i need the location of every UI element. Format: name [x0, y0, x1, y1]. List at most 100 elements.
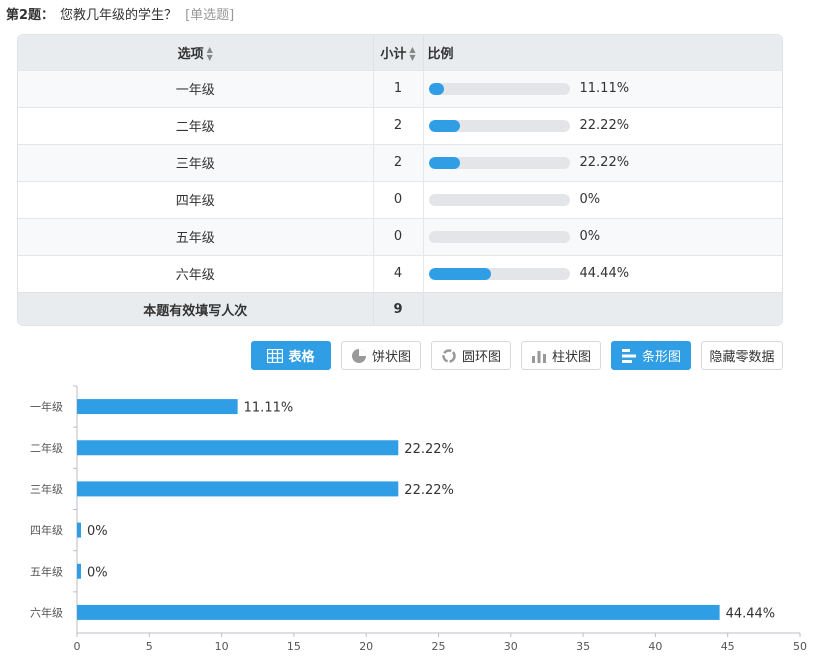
question-type: [单选题] — [185, 8, 235, 23]
x-tick-label: 35 — [576, 640, 590, 653]
hide-zero-label: 隐藏零数据 — [709, 350, 775, 365]
bar-data-label: 22.22% — [404, 442, 454, 457]
table-row: 二年级 2 22.22% — [18, 106, 782, 144]
total-empty — [423, 291, 782, 325]
option-count: 1 — [373, 69, 424, 107]
table-icon — [267, 348, 284, 363]
option-label: 六年级 — [18, 254, 374, 292]
option-label: 三年级 — [18, 143, 374, 181]
bar-chart-label: 条形图 — [641, 350, 681, 365]
ratio-percent: 22.22% — [579, 118, 630, 133]
x-tick-label: 50 — [793, 640, 807, 653]
x-tick-label: 25 — [432, 640, 446, 653]
ratio-cell: 0% — [423, 217, 782, 255]
bar-chart-icon — [621, 348, 636, 363]
table-row: 一年级 1 11.11% — [18, 69, 782, 107]
x-tick-label: 5 — [146, 640, 153, 653]
bar-data-label: 44.44% — [726, 606, 776, 621]
bar-chart: 0 5 10 15 20 25 30 35 40 45 50 一年级 11.11% 二年级 22.22% 三年… — [0, 378, 818, 661]
column-chart-icon — [531, 350, 546, 363]
option-count: 2 — [373, 106, 424, 144]
table-view-label: 表格 — [288, 350, 315, 365]
x-tick-label: 45 — [721, 640, 735, 653]
progress-bar-fill — [428, 119, 460, 132]
ring-chart-button[interactable]: 圆环图 — [431, 341, 511, 370]
ratio-cell: 11.11% — [423, 69, 782, 107]
option-label: 二年级 — [18, 106, 374, 144]
x-tick-label: 20 — [359, 640, 373, 653]
y-tick-label: 一年级 — [30, 400, 63, 414]
bar-data-label: 0% — [87, 565, 108, 580]
progress-bar-fill — [428, 156, 460, 169]
option-label: 一年级 — [18, 69, 374, 107]
progress-bar — [428, 119, 570, 132]
ratio-percent: 0% — [579, 229, 601, 244]
option-label: 四年级 — [18, 180, 374, 218]
ratio-percent: 0% — [579, 192, 601, 207]
question-title: 第2题： 您教几年级的学生？ [单选题] — [6, 4, 234, 23]
option-count: 0 — [373, 180, 424, 218]
pie-chart-button[interactable]: 饼状图 — [341, 341, 421, 370]
bar — [77, 481, 399, 497]
chart-switch-toolbar: 表格 饼状图 圆环图 柱状图 条形图 隐藏零数据 — [0, 341, 818, 371]
bar — [77, 604, 720, 620]
option-header-label: 选项 — [177, 46, 204, 62]
option-header[interactable]: 选项 ▲ ▼ — [18, 35, 374, 70]
x-tick-label: 30 — [504, 640, 518, 653]
column-chart-button[interactable]: 柱状图 — [521, 341, 601, 370]
x-tick-label: 10 — [215, 640, 229, 653]
x-tick-label: 0 — [74, 640, 81, 653]
x-tick-label: 40 — [648, 640, 662, 653]
ratio-percent: 44.44% — [579, 266, 630, 281]
x-tick-label: 15 — [287, 640, 301, 653]
progress-bar — [428, 193, 570, 206]
option-count: 2 — [373, 143, 424, 181]
ratio-cell: 44.44% — [423, 254, 782, 292]
ratio-percent: 11.11% — [579, 81, 630, 96]
pie-chart-label: 饼状图 — [371, 350, 411, 365]
table-row: 六年级 4 44.44% — [18, 254, 782, 292]
sort-icon[interactable]: ▲ ▼ — [409, 45, 416, 62]
total-count: 9 — [373, 291, 424, 325]
column-chart-label: 柱状图 — [551, 350, 591, 365]
bar-data-label: 11.11% — [244, 401, 294, 416]
table-view-button[interactable]: 表格 — [251, 341, 331, 370]
progress-bar — [428, 267, 570, 280]
progress-bar — [428, 230, 570, 243]
y-tick-label: 三年级 — [30, 482, 63, 496]
results-table: 选项 ▲ ▼ 小计 ▲ ▼ 比例 一年级 1 11.11% 二年级 2 22.22% 三年级 2 22.… — [17, 34, 783, 326]
ring-chart-icon — [442, 348, 456, 363]
option-label: 五年级 — [18, 217, 374, 255]
y-tick-label: 二年级 — [30, 441, 63, 455]
progress-bar — [428, 156, 570, 169]
hide-zero-button[interactable]: 隐藏零数据 — [701, 341, 783, 370]
table-row: 五年级 0 0% — [18, 217, 782, 255]
y-tick-label: 四年级 — [30, 523, 63, 537]
pie-chart-icon — [351, 348, 366, 363]
bar — [77, 563, 81, 579]
y-tick-label: 六年级 — [30, 605, 63, 619]
sort-icon[interactable]: ▲ ▼ — [206, 45, 213, 62]
ratio-cell: 22.22% — [423, 143, 782, 181]
option-count: 4 — [373, 254, 424, 292]
option-count: 0 — [373, 217, 424, 255]
bar-data-label: 22.22% — [404, 483, 454, 498]
bar-chart-button[interactable]: 条形图 — [611, 341, 691, 370]
count-header-label: 小计 — [380, 46, 407, 62]
total-row: 本题有效填写人次 9 — [18, 291, 782, 325]
ratio-header: 比例 — [423, 35, 782, 70]
ring-chart-label: 圆环图 — [461, 350, 501, 365]
question-text: 您教几年级的学生？ — [60, 8, 178, 23]
bar-chart-svg: 0 5 10 15 20 25 30 35 40 45 50 一年级 11.11% 二年级 22.22% 三年… — [30, 385, 807, 653]
count-header[interactable]: 小计 ▲ ▼ — [373, 35, 424, 70]
ratio-percent: 22.22% — [579, 155, 630, 170]
table-row: 三年级 2 22.22% — [18, 143, 782, 181]
ratio-cell: 22.22% — [423, 106, 782, 144]
ratio-cell: 0% — [423, 180, 782, 218]
progress-bar-fill — [428, 267, 492, 280]
bar — [77, 440, 399, 456]
total-label: 本题有效填写人次 — [18, 291, 374, 325]
table-row: 四年级 0 0% — [18, 180, 782, 218]
bar — [77, 522, 81, 538]
progress-bar — [428, 82, 570, 95]
